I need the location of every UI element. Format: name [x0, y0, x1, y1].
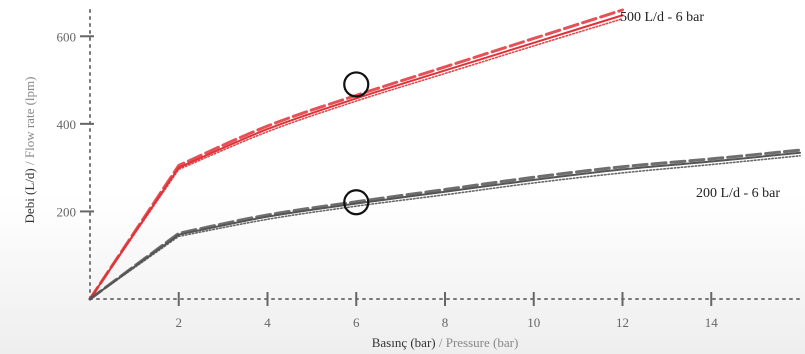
axes [89, 9, 801, 300]
series-0-label: 500 L/d - 6 bar [620, 10, 704, 25]
series-1-dotted-line [89, 155, 801, 300]
x-tick-label-1: 4 [264, 315, 271, 330]
series-0-marker-circle [343, 71, 370, 98]
x-axis-title: Basınç (bar) / Pressure (bar) [372, 335, 519, 350]
y-axis-title-sub: / Flow rate (lpm) [22, 77, 37, 169]
series-0-dashed-line [88, 8, 624, 301]
x-axis-title-sub: / Pressure (bar) [436, 335, 519, 350]
x-axis-title-main: Basınç (bar) [372, 335, 436, 350]
series-layer [88, 8, 802, 301]
y-tick-label-1: 400 [57, 117, 77, 132]
x-tick-label-3: 8 [442, 315, 449, 330]
x-tick-label-4: 10 [527, 315, 540, 330]
series-0-solid-line [89, 14, 624, 300]
x-tick-label-6: 14 [705, 315, 719, 330]
series-1-marker-circle [343, 189, 370, 216]
series-1-dashed-line [88, 148, 802, 301]
x-tick-label-5: 12 [616, 315, 629, 330]
labels: 500 L/d - 6 bar 200 L/d - 6 bar [620, 10, 780, 201]
series-1-solid-line [89, 151, 801, 300]
y-tick-label-2: 600 [57, 29, 77, 44]
x-tick-label-2: 6 [353, 315, 360, 330]
y-axis-title: Debi (L/d) / Flow rate (lpm) [22, 77, 37, 224]
series-1-label: 200 L/d - 6 bar [696, 186, 780, 201]
markers [343, 71, 370, 216]
x-tick-label-0: 2 [176, 315, 183, 330]
y-axis-title-main: Debi (L/d) [22, 168, 37, 223]
y-tick-label-0: 200 [57, 204, 77, 219]
series-1 [88, 148, 802, 301]
ticks: 2 4 6 8 10 12 14 200 400 600 [57, 29, 719, 330]
series-0-dotted-line [89, 17, 624, 300]
series-0 [88, 8, 624, 301]
